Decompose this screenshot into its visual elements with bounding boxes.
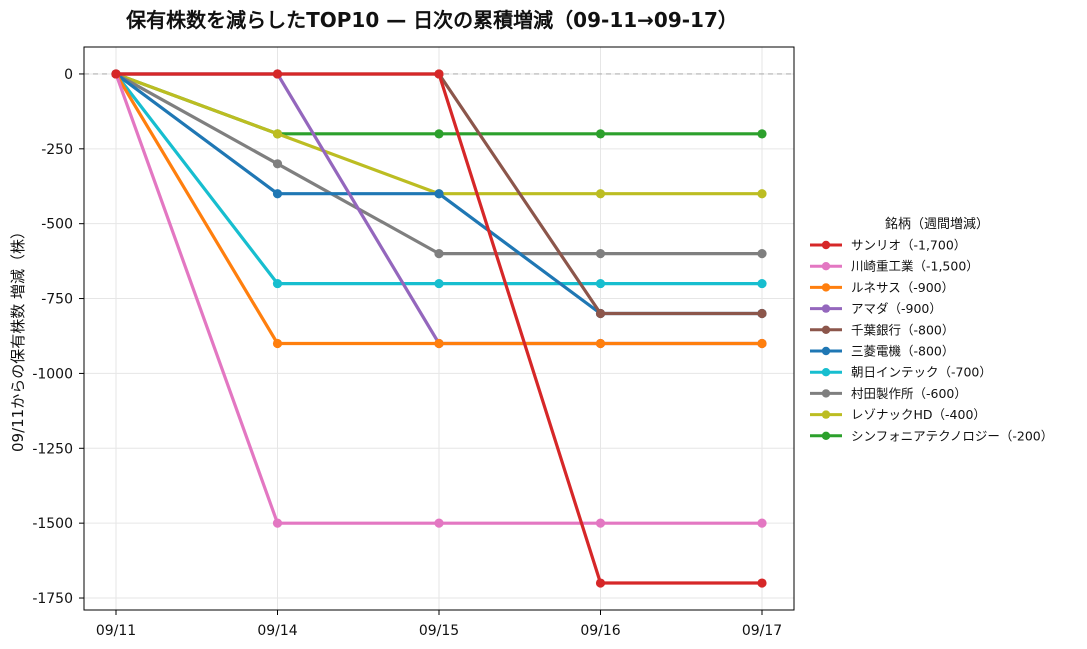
data-point	[757, 278, 767, 289]
x-tick-label: 09/16	[580, 623, 620, 639]
legend: 銘柄（週間増減） サンリオ（-1,700） 川崎重工業（-1,500） ルネサス（-…	[810, 216, 1053, 443]
x-axis: 09/11 09/14 09/15 09/16 09/17	[96, 610, 782, 639]
legend-item: サンリオ（-1,700）	[810, 238, 966, 253]
legend-swatch-marker	[821, 325, 831, 334]
data-point	[272, 159, 283, 169]
data-point	[595, 308, 606, 319]
data-point	[434, 189, 444, 199]
legend-label: レゾナックHD（-400）	[851, 407, 986, 422]
data-point	[272, 338, 283, 349]
legend-item: 三菱電機（-800）	[810, 344, 954, 359]
y-axis-label: 09/11からの保有株数 増減（株）	[9, 224, 27, 452]
legend-swatch-marker	[821, 410, 831, 419]
data-point	[434, 129, 444, 139]
legend-swatch-marker	[821, 262, 831, 271]
data-point	[757, 308, 767, 319]
legend-label: ルネサス（-900）	[851, 280, 954, 295]
legend-item: 川崎重工業（-1,500）	[810, 259, 979, 274]
legend-label: サンリオ（-1,700）	[851, 238, 966, 253]
data-point	[595, 249, 606, 259]
legend-label: シンフォニアテクノロジー（-200）	[851, 428, 1053, 443]
data-point	[434, 278, 444, 289]
data-point	[757, 249, 767, 259]
legend-label: 川崎重工業（-1,500）	[851, 259, 979, 274]
chart-title: 保有株数を減らしたTOP10 — 日次の累積増減（09-11→09-17）	[125, 8, 738, 32]
data-point	[434, 69, 444, 79]
data-point	[272, 69, 283, 79]
x-tick-label: 09/11	[96, 623, 136, 639]
legend-item: アマダ（-900）	[810, 301, 942, 316]
legend-item: レゾナックHD（-400）	[810, 407, 986, 422]
legend-swatch-marker	[821, 389, 831, 398]
grid	[84, 47, 794, 610]
data-point	[757, 578, 767, 588]
data-point	[757, 129, 767, 139]
legend-label: 三菱電機（-800）	[851, 344, 954, 359]
data-point	[111, 69, 121, 79]
y-tick-label: -500	[41, 217, 73, 233]
legend-swatch-marker	[821, 346, 831, 356]
y-axis: 0 -250 -500 -750 -1000 -1250 -1500 -1750	[32, 67, 84, 607]
y-tick-label: -1250	[32, 441, 73, 457]
data-point	[595, 578, 606, 588]
y-tick-label: 0	[64, 67, 73, 83]
legend-label: 千葉銀行（-800）	[851, 322, 954, 337]
data-point	[272, 278, 283, 289]
y-tick-label: -1000	[32, 366, 73, 382]
x-tick-label: 09/14	[257, 623, 297, 639]
legend-swatch-marker	[821, 368, 831, 377]
x-tick-label: 09/17	[742, 623, 782, 639]
legend-label: アマダ（-900）	[851, 301, 942, 316]
y-tick-label: -1750	[32, 591, 73, 607]
data-point	[272, 189, 283, 199]
data-point	[272, 129, 283, 139]
y-tick-label: -750	[41, 292, 73, 308]
legend-item: シンフォニアテクノロジー（-200）	[810, 428, 1053, 443]
legend-swatch-marker	[821, 283, 831, 292]
legend-title: 銘柄（週間増減）	[885, 216, 989, 232]
data-point	[434, 249, 444, 259]
data-point	[434, 518, 444, 528]
data-point	[272, 518, 283, 528]
data-point	[595, 338, 606, 349]
data-point	[434, 338, 444, 349]
legend-swatch-marker	[821, 240, 831, 250]
series-layer	[111, 69, 767, 588]
data-point	[595, 189, 606, 199]
legend-item: 朝日インテック（-700）	[810, 365, 992, 380]
legend-label: 村田製作所（-600）	[851, 386, 967, 401]
series-group	[111, 69, 767, 588]
legend-item: ルネサス（-900）	[810, 280, 954, 295]
y-tick-label: -1500	[32, 516, 73, 532]
data-point	[595, 518, 606, 528]
data-point	[757, 189, 767, 199]
data-point	[595, 278, 606, 289]
legend-swatch-marker	[821, 431, 831, 440]
data-point	[757, 518, 767, 528]
legend-item: 村田製作所（-600）	[810, 386, 967, 401]
data-point	[757, 338, 767, 349]
legend-swatch-marker	[821, 304, 831, 313]
x-tick-label: 09/15	[419, 623, 459, 639]
data-point	[595, 129, 606, 139]
y-tick-label: -250	[41, 142, 73, 158]
legend-item: 千葉銀行（-800）	[810, 322, 954, 337]
legend-label: 朝日インテック（-700）	[851, 365, 992, 380]
